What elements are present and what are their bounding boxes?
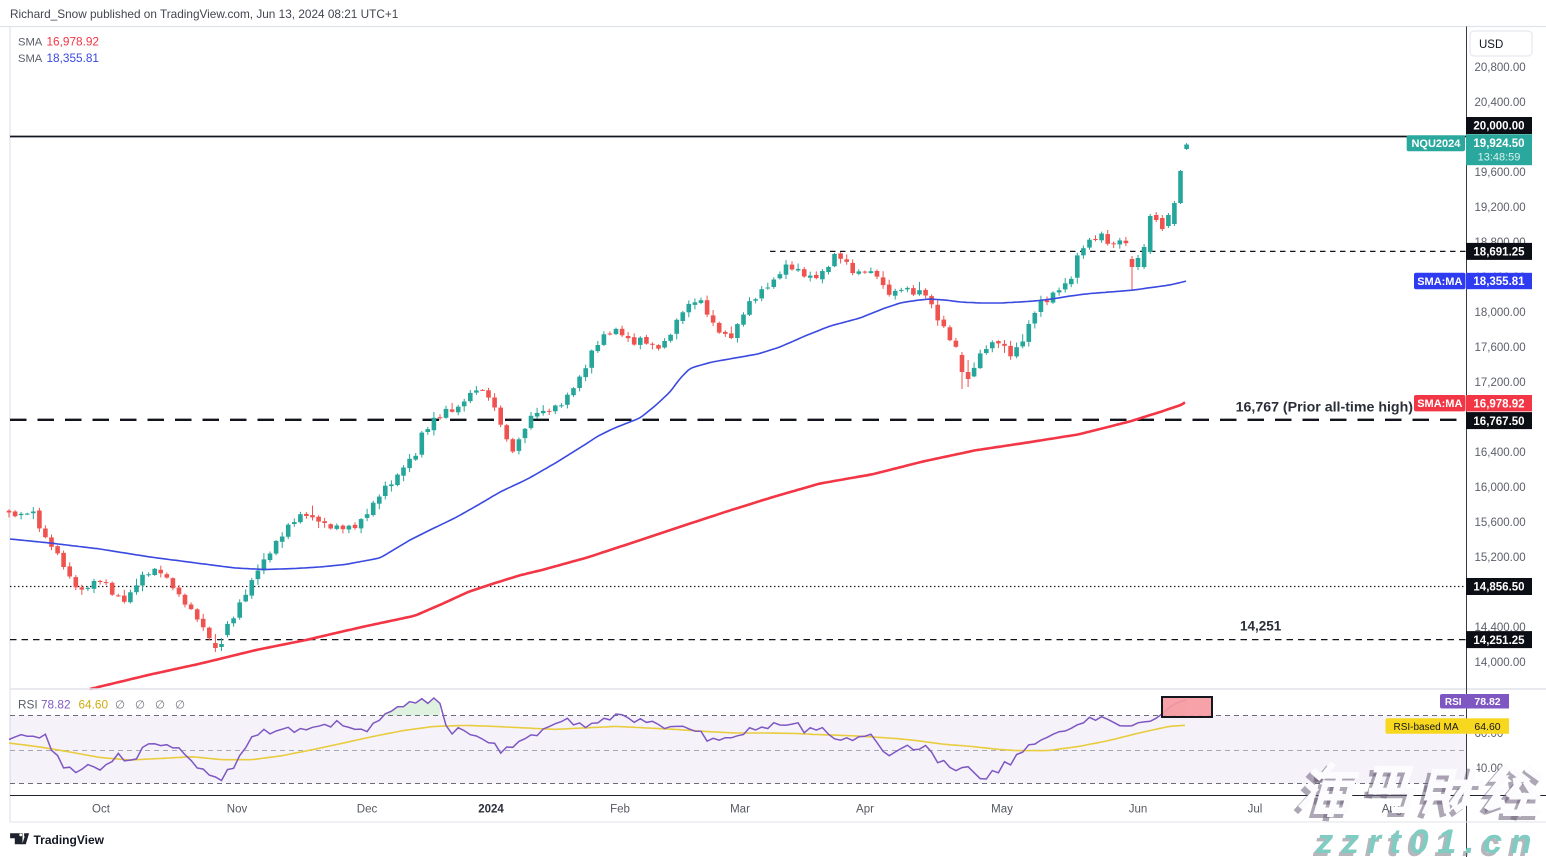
svg-text:2024: 2024 [478,804,504,816]
svg-text:zzrt01.cn: zzrt01.cn [1315,823,1540,857]
svg-text:16,767.50: 16,767.50 [1473,416,1524,428]
svg-text:SMA:MA: SMA:MA [1417,276,1462,288]
svg-text:18,355.81: 18,355.81 [1473,276,1525,288]
svg-text:64.60: 64.60 [1474,721,1500,733]
svg-text:18,000.00: 18,000.00 [1475,307,1526,319]
svg-text:SMA: SMA [18,37,43,49]
svg-text:zzrt01.cn: zzrt01.cn [1312,826,1537,857]
svg-text:14,400.00: 14,400.00 [1475,622,1526,634]
svg-text:17,200.00: 17,200.00 [1475,377,1526,389]
svg-text:17,600.00: 17,600.00 [1475,342,1526,354]
svg-text:Dec: Dec [357,804,378,816]
svg-text:RSI-based MA: RSI-based MA [1393,722,1458,733]
svg-text:19,924.50: 19,924.50 [1473,138,1524,150]
svg-text:Mar: Mar [730,804,750,816]
svg-text:18,355.81: 18,355.81 [47,51,99,65]
svg-text:14,856.50: 14,856.50 [1473,582,1524,594]
svg-text:RSI: RSI [18,698,38,712]
svg-text:Apr: Apr [856,804,874,816]
svg-text:16,400.00: 16,400.00 [1475,447,1526,459]
svg-text:Jun: Jun [1129,804,1148,816]
svg-text:16,767 (Prior all-time high): 16,767 (Prior all-time high) [1236,400,1414,416]
svg-text:20,000.00: 20,000.00 [1473,121,1524,133]
svg-text:16,978.92: 16,978.92 [47,35,99,49]
svg-text:78.82: 78.82 [1474,696,1500,708]
svg-text:Oct: Oct [92,804,111,816]
svg-text:20,800.00: 20,800.00 [1475,62,1526,74]
svg-text:SMA: SMA [18,53,43,65]
svg-text:20,400.00: 20,400.00 [1475,97,1526,109]
svg-text:64.60: 64.60 [79,698,109,712]
svg-text:Jul: Jul [1248,804,1263,816]
svg-text:NQU2024: NQU2024 [1411,138,1461,150]
svg-text:14,000.00: 14,000.00 [1475,657,1526,669]
svg-text:13:48:59: 13:48:59 [1478,152,1521,164]
svg-text:USD: USD [1479,39,1503,51]
svg-text:Feb: Feb [610,804,630,816]
svg-text:SMA:MA: SMA:MA [1417,398,1462,410]
svg-text:16,000.00: 16,000.00 [1475,482,1526,494]
svg-text:78.82: 78.82 [41,698,71,712]
svg-text:40.00: 40.00 [1475,763,1504,775]
svg-text:∅ ∅ ∅ ∅: ∅ ∅ ∅ ∅ [115,699,188,711]
svg-text:14,251: 14,251 [1240,619,1282,634]
svg-text:TradingView: TradingView [34,833,105,847]
svg-text:15,600.00: 15,600.00 [1475,517,1526,529]
svg-text:Richard_Snow published on Trad: Richard_Snow published on TradingView.co… [10,7,398,21]
svg-text:Nov: Nov [227,804,248,816]
svg-text:16,978.92: 16,978.92 [1473,398,1524,410]
svg-text:15,200.00: 15,200.00 [1475,552,1526,564]
svg-text:19,600.00: 19,600.00 [1475,167,1526,179]
svg-text:19,200.00: 19,200.00 [1475,202,1526,214]
svg-text:May: May [991,804,1013,816]
svg-text:18,691.25: 18,691.25 [1473,247,1525,259]
svg-text:14,251.25: 14,251.25 [1473,635,1525,647]
svg-text:RSI: RSI [1445,697,1462,708]
